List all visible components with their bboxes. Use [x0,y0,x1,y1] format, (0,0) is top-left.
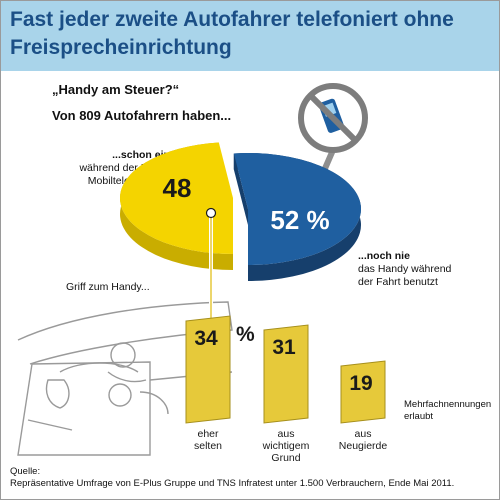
bar-note-line-2: erlaubt [404,411,434,422]
bar-category-label-1-2: Grund [271,452,300,464]
bar-0 [185,315,231,424]
bar-2 [340,360,386,424]
bar-value-label-1: 31 [272,336,296,359]
pie-label-no-rest: das Handy während der Fahrt benutzt [358,263,452,288]
header-band [1,1,499,71]
pie-slice-1 [233,153,361,265]
bar-category-label-0-0: eher [197,428,219,440]
pie-slice-cut-1 [233,153,248,225]
page-title: Fast jeder zweite Autofahrer telefoniert… [10,8,454,59]
bar-unit-label: % [236,323,255,346]
pie-label-no: ...noch nie das Handy während der Fahrt … [358,250,468,289]
bar-note-line-1: Mehrfachnennungen [404,399,492,410]
bar-category-label-2-0: aus [355,428,372,440]
pie-slice-0 [119,142,233,254]
bar-value-label-2: 19 [349,372,372,395]
subtitle-base: Von 809 Autofahrern haben... [52,108,232,123]
pie-value-label-0: 48 [163,173,192,203]
source-label: Quelle: [10,466,41,477]
bar-category-label-1-0: aus [278,428,295,440]
bar-value-label-0: 34 [194,327,218,350]
bar-note: Mehrfachnennungen erlaubt [404,399,491,423]
bar-category-label-2-1: Neugierde [339,440,388,452]
pie-value-label-1: 52 % [270,205,329,235]
bar-chart-title: Griff zum Handy... [66,281,150,293]
source-note: Quelle: Repräsentative Umfrage von E-Plu… [10,466,454,490]
bar-chart: 34 %eherselten31auswichtigemGrund19ausNeu… [185,315,388,464]
pointer-dot [205,207,217,219]
bar-1 [263,324,309,424]
subtitle-quote: „Handy am Steuer?“ [52,82,180,97]
pie-chart: 48 52 % [119,142,361,281]
bar-category-label-1-1: wichtigem [262,440,310,452]
bar-category-label-0-1: selten [194,440,222,452]
source-text: Repräsentative Umfrage von E-Plus Gruppe… [10,478,455,489]
pie-label-no-lead: ...noch nie [358,250,410,262]
